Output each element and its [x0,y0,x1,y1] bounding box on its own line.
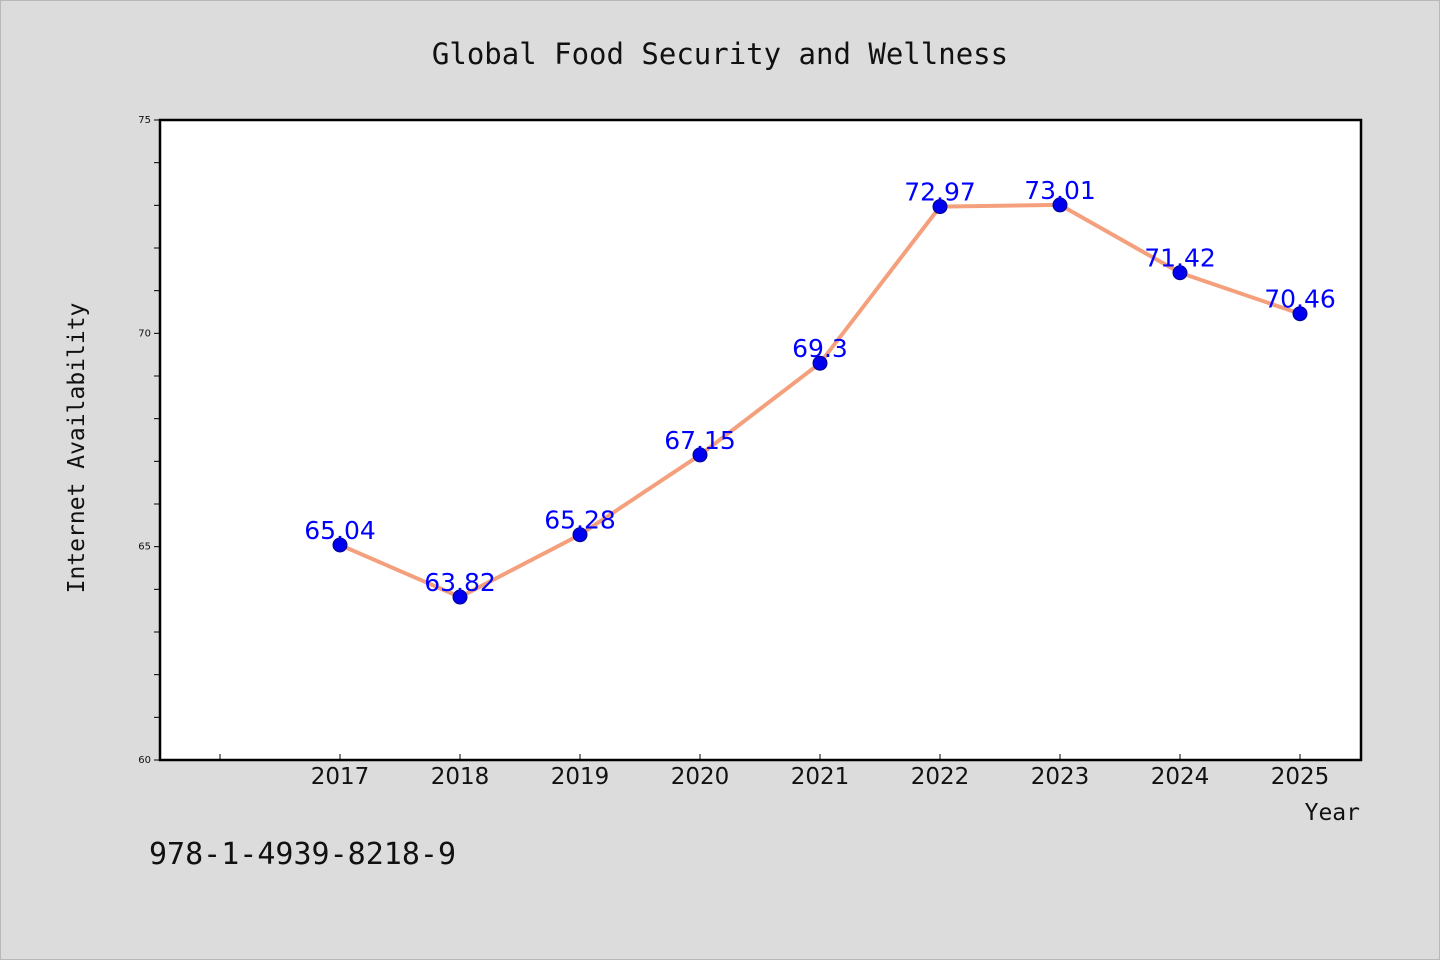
x-tick-label: 2019 [551,764,610,790]
x-tick-label: 2022 [911,764,970,790]
y-axis-tick-labels: 60 65 70 75 [138,115,151,766]
plot-area [160,120,1361,760]
x-tick-label: 2023 [1031,764,1090,790]
data-label: 69.3 [792,334,848,363]
data-point [932,199,948,215]
data-markers [332,197,1308,605]
data-label: 73.01 [1024,176,1096,205]
x-axis-label: Year [1305,800,1360,826]
data-label: 63.82 [424,568,496,597]
plot-border [158,118,1363,762]
data-point [1172,265,1188,281]
data-label: 72.97 [904,178,976,207]
data-label: 65.28 [544,506,616,535]
isbn-footnote: 978-1-4939-8218-9 [149,837,456,872]
y-axis-label: Internet Availability [64,303,90,594]
data-point [572,527,588,543]
x-tick-label: 2020 [671,764,730,790]
y-tick-label: 60 [138,755,151,766]
data-label: 70.46 [1264,285,1336,314]
data-label: 67.15 [664,426,736,455]
data-label: 71.42 [1144,244,1216,273]
y-tick-label: 75 [138,115,151,126]
chart-title: Global Food Security and Wellness [432,37,1008,71]
x-tick-label: 2017 [311,764,370,790]
x-tick-label: 2018 [431,764,490,790]
data-point [1052,197,1068,213]
x-tick-label: 2025 [1271,764,1330,790]
data-point [452,589,468,605]
data-labels: 65.04 63.82 65.28 67.15 69.3 72.97 73.01 71.42 7… [304,176,1336,597]
data-point [332,537,348,553]
data-label: 65.04 [304,516,376,545]
x-tick-label: 2024 [1151,764,1210,790]
x-axis-tick-labels: 2017 2018 2019 2020 2021 2022 2023 2024 2025 [311,764,1330,790]
data-point [692,447,708,463]
data-point [812,355,828,371]
y-tick-label: 70 [138,328,151,339]
y-tick-label: 65 [138,542,151,553]
x-tick-label: 2021 [791,764,850,790]
data-point [1292,306,1308,322]
